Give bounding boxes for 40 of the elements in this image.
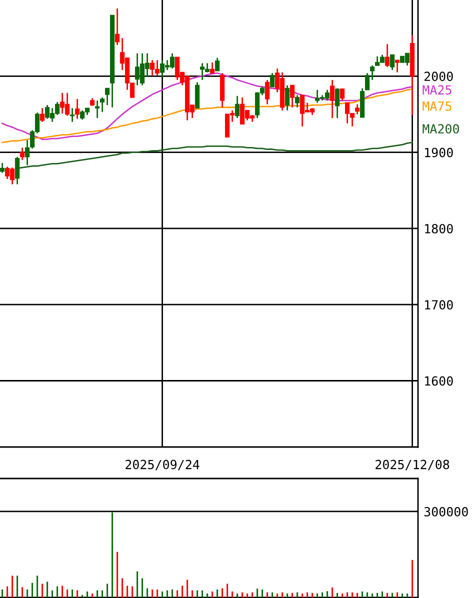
candlestick	[0, 162, 5, 174]
y-tick-label: 1900	[425, 148, 453, 158]
candlestick	[395, 59, 400, 74]
candlestick	[195, 82, 200, 109]
candlestick	[340, 88, 345, 102]
candlestick	[290, 84, 295, 108]
candlestick	[235, 95, 240, 119]
candlestick	[115, 8, 120, 46]
candlestick	[105, 88, 110, 106]
y-tick-label: 2000	[424, 72, 453, 82]
candlestick	[355, 104, 360, 115]
candlestick	[330, 79, 335, 119]
series-label: MA75	[422, 102, 452, 111]
candlestick	[270, 72, 275, 88]
candlestick	[365, 72, 370, 91]
candlestick	[295, 94, 300, 108]
candlestick	[25, 139, 30, 166]
candlestick	[75, 98, 80, 120]
candlestick	[100, 96, 105, 113]
candlestick	[215, 57, 220, 72]
y-tick-label: 1600	[425, 376, 453, 386]
candlestick	[285, 84, 290, 112]
x-tick-label: 2025/12/08	[376, 460, 450, 470]
y-tick-label: 300000	[424, 506, 468, 516]
candlestick	[335, 88, 340, 119]
candlestick	[210, 62, 215, 74]
y-tick-label: 1800	[425, 224, 453, 234]
candlestick	[385, 43, 390, 68]
candlestick	[20, 147, 25, 161]
candlestick	[40, 107, 45, 123]
candlestick	[15, 156, 20, 185]
y-tick-label: 1700	[425, 300, 453, 310]
series-label: MA200	[422, 124, 459, 134]
candlestick	[370, 64, 375, 81]
candlestick	[95, 100, 100, 119]
x-tick-label: 2025/09/24	[126, 460, 200, 470]
candlestick	[70, 107, 75, 123]
series-label: MA25	[422, 85, 452, 95]
candlestick	[390, 54, 395, 71]
candlestick	[265, 79, 270, 106]
